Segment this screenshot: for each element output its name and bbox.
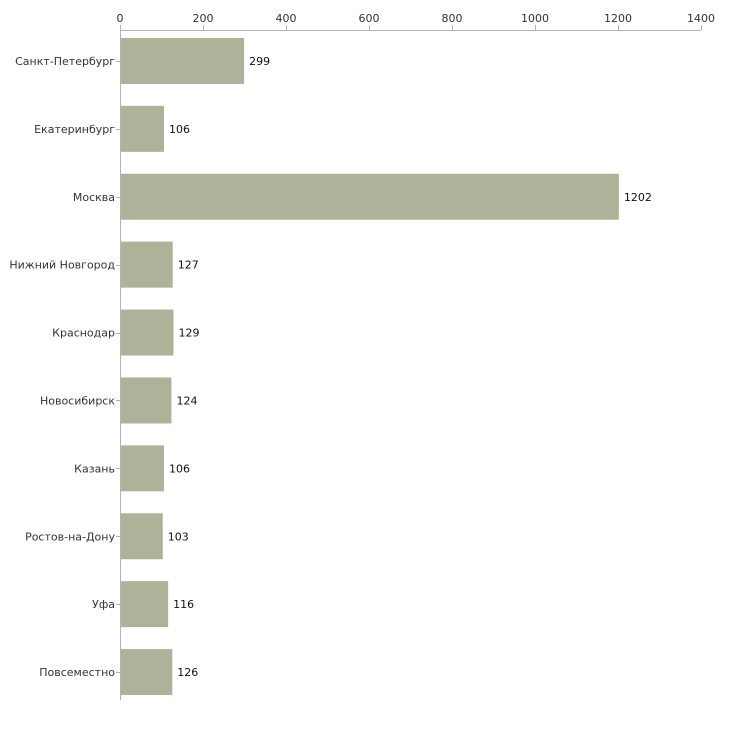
bar bbox=[121, 445, 164, 492]
x-tick-label: 1400 bbox=[687, 12, 715, 25]
x-axis: 0 200 400 600 800 1000 1200 1400 bbox=[117, 12, 715, 31]
data-label: 1202 bbox=[624, 191, 652, 204]
bar bbox=[121, 649, 173, 696]
bar bbox=[121, 37, 245, 84]
category-label: Екатеринбург bbox=[34, 123, 115, 136]
x-tick-label: 1000 bbox=[521, 12, 549, 25]
x-tick-label: 200 bbox=[193, 12, 214, 25]
category-label: Ростов-на-Дону bbox=[25, 530, 115, 543]
category-label: Уфа bbox=[92, 598, 115, 611]
bar bbox=[121, 513, 163, 560]
x-tick-label: 400 bbox=[276, 12, 297, 25]
category-label: Санкт-Петербург bbox=[15, 55, 115, 68]
category-label: Краснодар bbox=[52, 327, 115, 340]
x-tick-label: 0 bbox=[117, 12, 124, 25]
data-label: 103 bbox=[168, 530, 189, 543]
data-label: 116 bbox=[173, 598, 194, 611]
category-label: Казань bbox=[74, 462, 115, 475]
y-axis: Санкт-Петербург Екатеринбург Москва Нижний … bbox=[9, 30, 121, 700]
category-label: Москва bbox=[73, 191, 115, 204]
data-label: 124 bbox=[176, 394, 197, 407]
bars-group bbox=[121, 37, 619, 696]
x-tick-label: 800 bbox=[442, 12, 463, 25]
x-tick-label: 600 bbox=[359, 12, 380, 25]
data-label: 126 bbox=[177, 666, 198, 679]
bar bbox=[121, 581, 169, 628]
bar bbox=[121, 105, 164, 152]
bar bbox=[121, 173, 619, 220]
data-label: 299 bbox=[249, 55, 270, 68]
bar bbox=[121, 377, 172, 424]
category-label: Новосибирск bbox=[40, 394, 115, 407]
data-label: 106 bbox=[169, 462, 190, 475]
bar bbox=[121, 241, 173, 288]
x-tick-label: 1200 bbox=[604, 12, 632, 25]
category-label: Повсеместно bbox=[39, 666, 115, 679]
data-label: 106 bbox=[169, 123, 190, 136]
data-label: 129 bbox=[179, 327, 200, 340]
bar bbox=[121, 309, 174, 356]
value-labels-group: 299 106 1202 127 129 124 106 103 116 126 bbox=[168, 55, 652, 679]
data-label: 127 bbox=[178, 259, 199, 272]
category-label: Нижний Новгород bbox=[9, 259, 115, 272]
